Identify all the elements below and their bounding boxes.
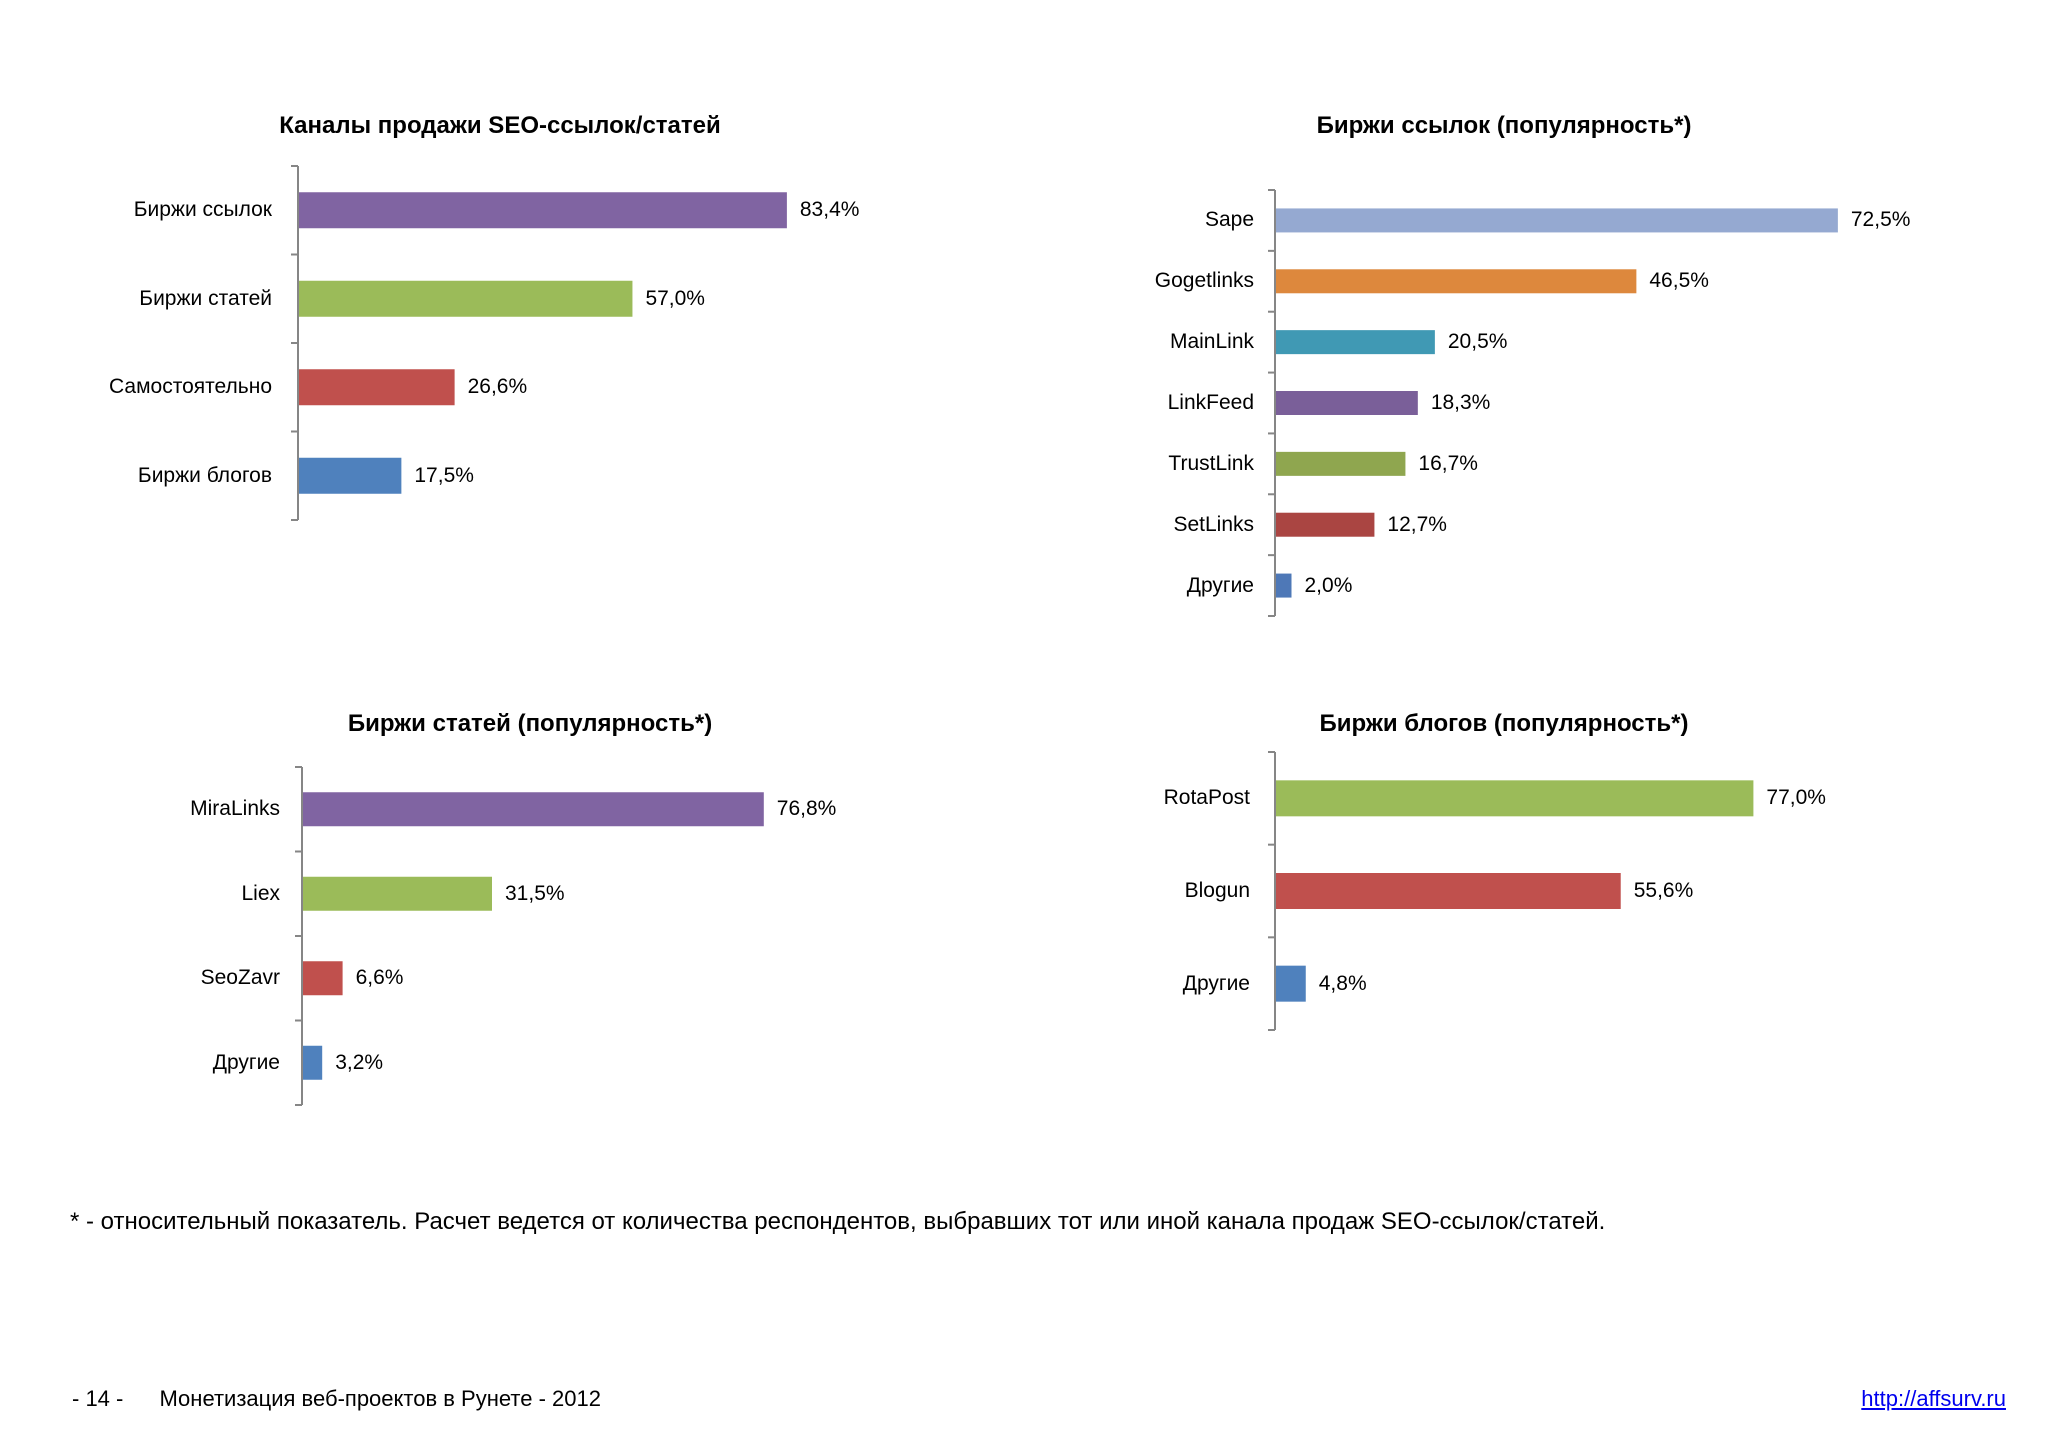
category-label: RotaPost [1163,786,1250,810]
category-label: MainLink [1169,330,1254,354]
value-label: 76,8% [776,797,837,821]
value-label: 46,5% [1649,269,1709,293]
bar-биржи-статей [299,280,633,317]
value-label: 77,0% [1766,786,1826,810]
category-label: LinkFeed [1167,391,1254,414]
chart-title: Биржи ссылок (популярность*) [1316,112,1692,139]
value-label: 31,5% [505,881,565,905]
bar-setlinks [1276,512,1375,537]
bar-sape [1276,208,1838,233]
value-label: 72,5% [1850,208,1911,232]
category-label: Sape [1204,208,1254,232]
category-label: Биржи статей [139,286,272,310]
value-label: 55,6% [1633,879,1694,902]
category-label: Биржи ссылок [133,198,272,222]
bar-seozavr [303,961,343,996]
value-label: 57,0% [645,286,705,310]
page-number: - 14 - [72,1386,124,1411]
chart-article-exchanges: Биржи статей (популярность*) MiraLinks 76… [0,700,1024,1150]
chart-sales-channels: Каналы продажи SEO-ссылок/статей Биржи с… [0,0,1024,700]
bar-другие [1276,965,1306,1002]
chart-link-exchanges: Биржи ссылок (популярность*) Sape 72,5% Go… [1024,0,2048,700]
category-label: SetLinks [1173,512,1254,536]
chart-plot [1268,751,1754,1031]
category-label: TrustLink [1168,451,1254,475]
value-label: 16,7% [1418,451,1478,475]
chart-title: Каналы продажи SEO-ссылок/статей [279,112,721,139]
chart-title: Биржи блогов (популярность*) [1319,710,1689,737]
bar-trustlink [1276,451,1406,476]
value-label: 26,6% [467,375,528,399]
document-title: Монетизация веб-проектов в Рунете - 2012 [159,1386,601,1411]
category-label: MiraLinks [190,797,280,821]
category-label: Другие [1182,971,1250,995]
bar-самостоятельно [299,369,455,406]
category-label: SeoZavr [200,966,280,990]
bar-другие [303,1045,323,1080]
category-label: Gogetlinks [1154,269,1254,293]
footnote: * - относительный показатель. Расчет вед… [70,1208,1606,1235]
value-label: 83,4% [799,198,860,222]
value-label: 6,6% [355,966,404,990]
bar-blogun [1276,873,1621,909]
chart-plot [295,766,764,1106]
value-label: 3,2% [335,1050,384,1074]
bar-miralinks [303,792,764,827]
category-label: Другие [212,1050,280,1074]
chart-blog-exchanges: Биржи блогов (популярность*) RotaPost 77,… [1024,700,2048,1150]
value-label: 2,0% [1304,573,1353,597]
bar-mainlink [1276,330,1435,355]
bar-gogetlinks [1276,269,1637,294]
chart-plot [1268,189,1838,617]
category-label: Другие [1186,573,1254,597]
category-label: Liex [241,881,280,905]
bar-liex [303,876,492,911]
category-label: Самостоятельно [109,375,272,399]
bar-биржи-ссылок [299,192,787,229]
category-label: Биржи блогов [137,463,272,487]
value-label: 20,5% [1447,330,1508,354]
value-label: 4,8% [1318,971,1367,995]
value-label: 12,7% [1387,512,1447,536]
footer-link[interactable]: http://affsurv.ru [1861,1386,2006,1411]
bar-rotapost [1276,780,1754,817]
bar-linkfeed [1276,391,1418,415]
value-label: 18,3% [1430,391,1491,414]
category-label: Blogun [1184,879,1250,902]
chart-plot [291,165,787,521]
chart-title: Биржи статей (популярность*) [347,710,713,737]
footer-left: - 14 - Монетизация веб-проектов в Рунете… [72,1386,601,1412]
value-label: 17,5% [414,463,474,487]
bar-биржи-блогов [299,457,402,494]
bar-другие [1276,573,1292,598]
